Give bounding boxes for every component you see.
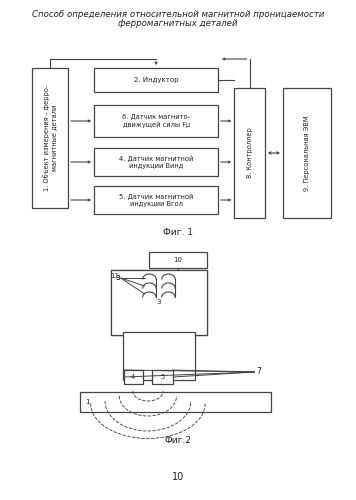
Text: 1: 1 xyxy=(85,399,90,405)
Text: 4: 4 xyxy=(131,374,135,380)
Text: 3: 3 xyxy=(115,275,120,281)
Text: 8. Контроллер: 8. Контроллер xyxy=(246,128,252,178)
Bar xyxy=(124,370,143,384)
Text: 11: 11 xyxy=(110,273,119,279)
Text: 5: 5 xyxy=(161,374,165,380)
Text: 1. Объект измерения - ферро-
магнитные детали: 1. Объект измерения - ферро- магнитные д… xyxy=(43,85,57,191)
Bar xyxy=(152,370,173,384)
Text: 10: 10 xyxy=(173,257,183,263)
Text: 5. Датчик магнитной
индукции Bгол: 5. Датчик магнитной индукции Bгол xyxy=(119,193,193,207)
Bar xyxy=(283,88,331,218)
Text: Фиг. 1: Фиг. 1 xyxy=(163,228,193,237)
Text: 3: 3 xyxy=(157,300,161,306)
Text: ферромагнитных деталей: ферромагнитных деталей xyxy=(118,19,238,28)
Bar xyxy=(94,148,218,176)
Bar xyxy=(150,252,206,268)
Bar xyxy=(94,68,218,92)
Bar xyxy=(80,392,271,412)
Bar xyxy=(111,270,206,335)
Text: Способ определения относительной магнитной проницаемости: Способ определения относительной магнитн… xyxy=(32,10,324,19)
Text: 9. Персональная ЭВМ: 9. Персональная ЭВМ xyxy=(304,116,310,190)
Text: 10: 10 xyxy=(172,472,184,482)
Bar xyxy=(234,88,265,218)
Bar xyxy=(32,68,68,208)
Text: 3: 3 xyxy=(115,275,120,281)
Bar xyxy=(94,105,218,137)
Bar xyxy=(111,270,206,335)
Text: 2. Индуктор: 2. Индуктор xyxy=(134,77,178,83)
Text: 4. Датчик магнитной
индукции Bинд: 4. Датчик магнитной индукции Bинд xyxy=(119,155,193,169)
Bar xyxy=(94,186,218,214)
Bar xyxy=(123,332,195,380)
Text: 7: 7 xyxy=(256,368,261,376)
Text: Фиг.2: Фиг.2 xyxy=(164,436,192,445)
Text: 6. Датчик магнито-
движущей силы Fμ: 6. Датчик магнито- движущей силы Fμ xyxy=(122,114,190,128)
